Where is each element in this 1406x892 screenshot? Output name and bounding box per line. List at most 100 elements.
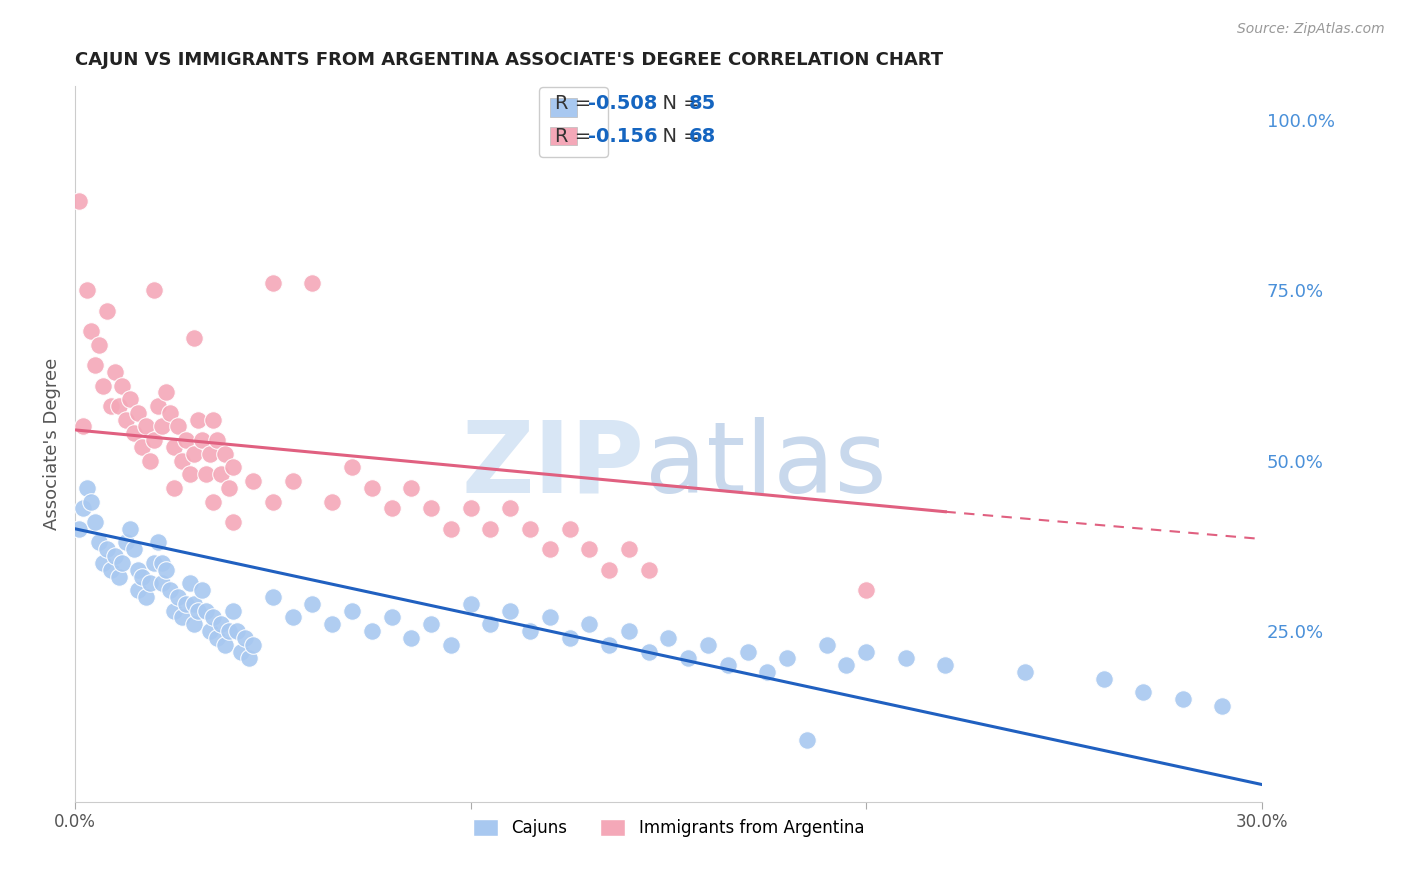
Point (598, 638, 620, 652)
Point (96, 303, 118, 318)
Point (209, 467, 232, 482)
Point (717, 658, 740, 673)
Point (100, 399, 122, 413)
Point (179, 467, 201, 482)
Point (637, 563, 659, 577)
Text: N =: N = (650, 127, 706, 145)
Point (146, 399, 169, 413)
Point (183, 331, 205, 345)
Point (242, 638, 264, 652)
Point (87, 535, 110, 549)
Point (115, 412, 138, 426)
Point (143, 283, 166, 297)
Point (214, 638, 236, 652)
Point (155, 563, 177, 577)
Point (174, 433, 197, 447)
Point (120, 522, 142, 536)
Point (321, 617, 343, 632)
Point (1211, 699, 1233, 714)
Point (262, 277, 284, 291)
Point (103, 365, 125, 379)
Point (519, 522, 541, 536)
Text: R =: R = (555, 127, 605, 145)
Point (380, 501, 402, 516)
Point (226, 624, 249, 638)
Point (222, 515, 245, 529)
Point (120, 392, 142, 407)
Point (131, 440, 153, 454)
Point (167, 590, 190, 604)
Point (127, 583, 149, 598)
Point (222, 460, 245, 475)
Point (479, 522, 502, 536)
Point (103, 549, 125, 563)
Point (617, 624, 640, 638)
Point (440, 638, 463, 652)
Point (96, 542, 118, 557)
Point (360, 481, 382, 495)
Point (479, 617, 502, 632)
Point (187, 412, 209, 426)
Point (460, 597, 482, 611)
Point (127, 563, 149, 577)
Point (420, 617, 443, 632)
Point (163, 440, 186, 454)
Point (91, 556, 114, 570)
Point (72, 501, 94, 516)
Point (170, 610, 193, 624)
Point (83, 358, 105, 372)
Text: 85: 85 (689, 94, 716, 112)
Point (934, 658, 956, 673)
Point (150, 419, 173, 434)
Point (231, 644, 253, 658)
Point (159, 583, 181, 598)
Point (76, 283, 98, 297)
Point (143, 556, 166, 570)
Text: R =: R = (555, 94, 598, 112)
Point (167, 419, 190, 434)
Point (340, 604, 363, 618)
Point (111, 378, 134, 392)
Point (301, 597, 323, 611)
Point (67, 522, 90, 536)
Point (111, 556, 134, 570)
Point (183, 447, 205, 461)
Point (150, 556, 173, 570)
Point (420, 501, 443, 516)
Point (198, 447, 221, 461)
Point (233, 631, 256, 645)
Text: atlas: atlas (645, 417, 886, 514)
Point (262, 590, 284, 604)
Text: -0.508: -0.508 (588, 94, 657, 112)
Point (80, 494, 103, 508)
Point (202, 494, 225, 508)
Point (1092, 672, 1115, 686)
Point (238, 651, 260, 665)
Point (174, 597, 197, 611)
Point (519, 624, 541, 638)
Point (198, 624, 221, 638)
Text: ZIP: ZIP (461, 417, 645, 514)
Point (835, 658, 858, 673)
Point (194, 467, 217, 482)
Point (697, 638, 720, 652)
Point (657, 631, 679, 645)
Text: CAJUN VS IMMIGRANTS FROM ARGENTINA ASSOCIATE'S DEGREE CORRELATION CHART: CAJUN VS IMMIGRANTS FROM ARGENTINA ASSOC… (75, 51, 943, 69)
Text: N =: N = (650, 94, 706, 112)
Point (170, 453, 193, 467)
Point (209, 617, 232, 632)
Point (796, 733, 818, 747)
Point (143, 433, 166, 447)
Point (76, 481, 98, 495)
Point (159, 406, 181, 420)
Point (499, 501, 522, 516)
Point (281, 610, 304, 624)
Point (815, 638, 838, 652)
Point (107, 399, 129, 413)
Point (163, 481, 186, 495)
Point (202, 412, 225, 426)
Point (67, 194, 90, 209)
Point (190, 583, 212, 598)
Point (218, 481, 240, 495)
Point (80, 324, 103, 338)
